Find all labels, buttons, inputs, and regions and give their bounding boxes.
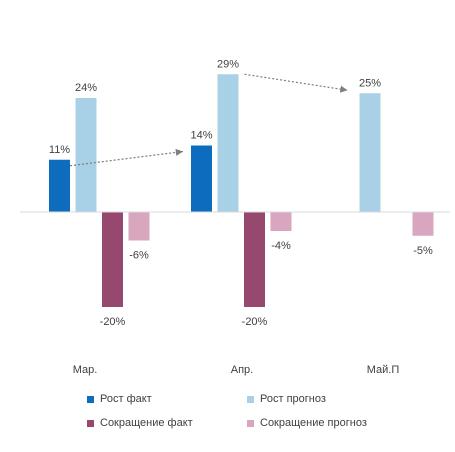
chart-legend: Рост факт Рост прогноз Сокращение факт С… (0, 388, 455, 448)
category-label: Май.П (367, 364, 400, 376)
legend-swatch (247, 395, 254, 403)
legend-item-sokrashchenie-fakt: Сокращение факт (87, 417, 193, 429)
bar (128, 212, 150, 241)
data-label: -20% (242, 316, 268, 328)
bar (217, 74, 239, 212)
data-label: 11% (49, 144, 70, 156)
category-label: Мар. (73, 364, 98, 376)
legend-item-sokrashchenie-prognoz: Сокращение прогноз (247, 417, 367, 429)
data-label: -20% (100, 316, 126, 328)
bar (191, 145, 212, 212)
legend-label: Сокращение прогноз (260, 417, 367, 429)
legend-swatch (247, 419, 254, 427)
legend-label: Сокращение факт (100, 417, 193, 429)
bar (49, 159, 70, 212)
data-label: 14% (190, 130, 212, 142)
data-label: -6% (129, 250, 149, 262)
data-label: 29% (217, 58, 239, 70)
bar-chart: 11% 14% 24% 29% 25% -20% -20% -6% -4% -5% Мар. Апр.… (20, 58, 450, 376)
category-label: Апр. (231, 364, 253, 376)
trend-arrow (244, 73, 348, 93)
legend-item-rost-fakt: Рост факт (87, 393, 152, 405)
legend-label: Рост факт (100, 393, 152, 405)
data-label: -4% (271, 240, 291, 252)
bar (412, 212, 434, 236)
data-label: -5% (413, 245, 433, 257)
data-label: 24% (75, 82, 97, 94)
data-label: 25% (359, 77, 381, 89)
bar (270, 212, 292, 231)
bar (359, 93, 381, 212)
legend-swatch (87, 395, 94, 403)
bar (75, 98, 97, 212)
legend-item-rost-prognoz: Рост прогноз (247, 393, 326, 405)
trend-arrow (69, 148, 184, 167)
bar (102, 212, 123, 307)
legend-swatch (87, 419, 94, 427)
legend-label: Рост прогноз (260, 393, 326, 405)
bar (244, 212, 265, 307)
